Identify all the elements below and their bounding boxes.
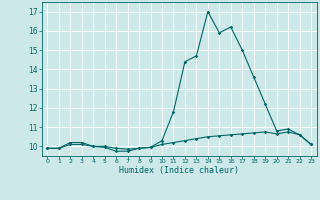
X-axis label: Humidex (Indice chaleur): Humidex (Indice chaleur) <box>119 166 239 175</box>
